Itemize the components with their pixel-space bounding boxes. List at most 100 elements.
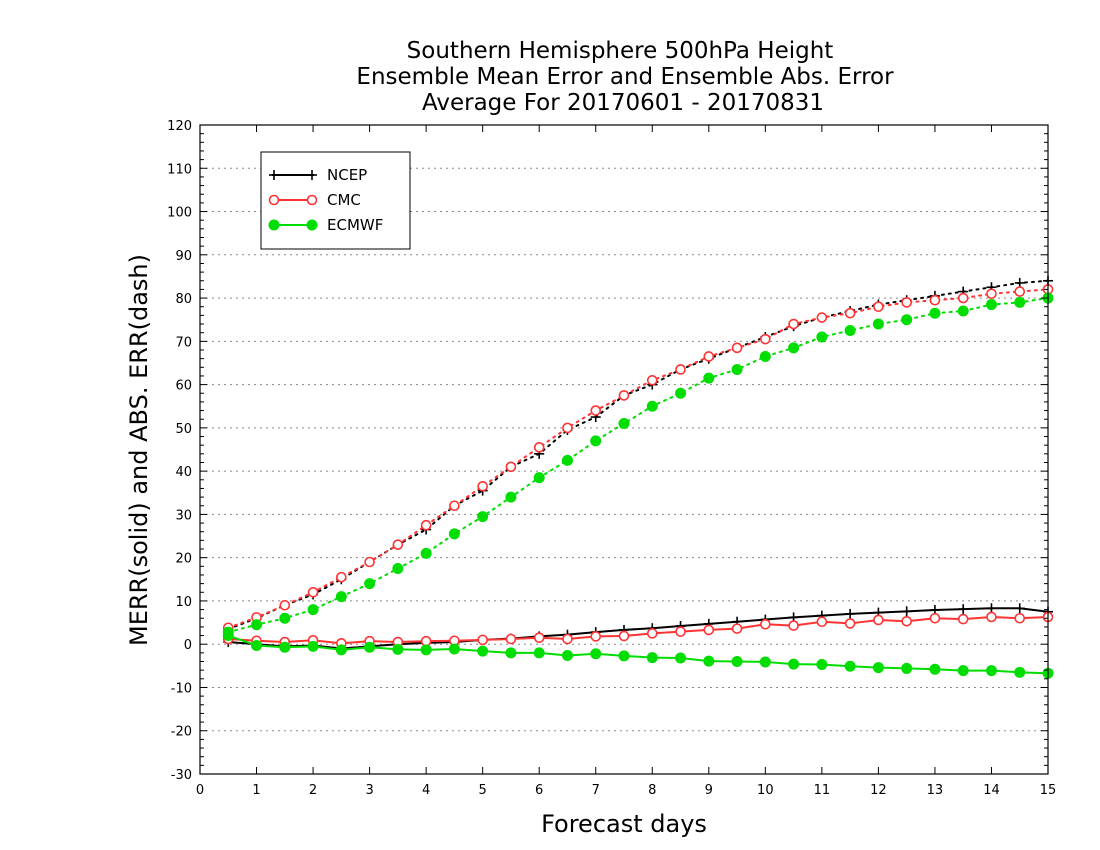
x-axis-ticks: 0 1 2 3 4 5 6 7 8 9 10 11 12 13 14 15 (196, 125, 1056, 798)
x-tick-label: 7 (592, 783, 600, 798)
cmc-merr-point (477, 634, 488, 646)
ncep-merr-point (958, 604, 969, 615)
ecmwf-merr-point (646, 652, 658, 664)
y-tick-label: -10 (171, 681, 192, 696)
x-tick-label: 8 (648, 783, 656, 798)
cmc-merr-point (986, 611, 997, 623)
cmc-abs-err-point (505, 461, 517, 473)
legend-marker-right (306, 219, 318, 231)
series-ncep (223, 275, 1053, 654)
cmc-merr-point (873, 614, 884, 626)
cmc-merr-line (228, 615, 1049, 645)
ecmwf-merr-point (816, 659, 828, 671)
cmc-abs-err-point (901, 297, 912, 308)
ecmwf-abs-err-point (448, 528, 460, 540)
ecmwf-merr-point (844, 660, 856, 672)
ecmwf-abs-err-line (227, 297, 1049, 634)
cmc-abs-err-point (703, 351, 715, 362)
cmc-merr-point (618, 630, 630, 642)
series-ecmwf (222, 292, 1054, 679)
x-tick-label: 11 (814, 783, 831, 798)
cmc-merr-point (929, 612, 941, 624)
ecmwf-abs-err-point (505, 491, 517, 503)
y-tick-label: 110 (167, 162, 192, 177)
cmc-merr-point (957, 613, 969, 625)
cmc-merr-point (731, 623, 743, 634)
cmc-abs-err-point (816, 312, 828, 323)
ncep-merr-point (901, 606, 912, 617)
ecmwf-abs-err-point (929, 307, 941, 319)
cmc-abs-err-point (533, 442, 545, 453)
ecmwf-merr-point (448, 643, 460, 655)
legend-entry-ecmwf: ECMWF (268, 216, 383, 234)
ecmwf-abs-err-point (646, 400, 658, 412)
ecmwf-abs-err-point (901, 314, 913, 326)
y-tick-label: 80 (175, 292, 192, 307)
ecmwf-abs-err-point (279, 612, 291, 624)
cmc-merr-point (420, 635, 432, 647)
ecmwf-abs-err-point (335, 591, 347, 603)
y-tick-label: 50 (175, 422, 192, 437)
cmc-abs-err-point (392, 539, 404, 550)
cmc-abs-err-point (420, 519, 432, 531)
ecmwf-merr-point (561, 649, 573, 661)
legend-marker-left (269, 170, 279, 180)
cmc-merr-point (646, 628, 658, 639)
cmc-abs-err-point (646, 374, 658, 386)
ecmwf-merr-line (227, 634, 1049, 675)
cmc-abs-err-point (760, 333, 771, 345)
cmc-abs-err-point (873, 301, 884, 313)
ncep-merr-point (845, 608, 856, 619)
legend-label: ECMWF (327, 216, 383, 234)
y-tick-label: 10 (175, 595, 192, 610)
y-tick-label: -30 (171, 768, 192, 783)
y-tick-label: 40 (175, 465, 192, 480)
cmc-merr-point (788, 620, 799, 631)
cmc-abs-err-point (929, 294, 941, 306)
cmc-abs-err-point (957, 292, 969, 304)
cmc-abs-err-point (279, 599, 291, 611)
legend-entry-cmc: CMC (268, 191, 361, 209)
x-tick-label: 3 (365, 783, 373, 798)
legend-marker-left (268, 194, 280, 206)
x-tick-label: 9 (705, 783, 713, 798)
cmc-merr-point (760, 618, 771, 630)
ecmwf-abs-err-point (364, 578, 376, 590)
ecmwf-merr-point (901, 662, 913, 674)
x-tick-label: 12 (870, 783, 887, 798)
title-line-1: Southern Hemisphere 500hPa Height (407, 38, 834, 64)
x-tick-label: 6 (535, 783, 543, 798)
ecmwf-merr-point (307, 640, 319, 652)
cmc-abs-err-point (477, 480, 488, 492)
cmc-abs-err-point (675, 364, 686, 375)
cmc-abs-err-point (336, 571, 347, 583)
ecmwf-abs-err-point (731, 363, 743, 375)
ecmwf-abs-err-point (477, 511, 489, 523)
cmc-merr-point (505, 633, 517, 645)
ecmwf-merr-point (929, 663, 941, 675)
cmc-abs-err-point (1014, 286, 1026, 297)
ecmwf-merr-point (364, 641, 376, 653)
cmc-abs-err-point (307, 586, 319, 598)
x-tick-label: 4 (422, 783, 430, 798)
title-line-2: Ensemble Mean Error and Ensemble Abs. Er… (356, 64, 894, 90)
legend-marker-left (268, 219, 280, 231)
x-tick-label: 1 (252, 783, 260, 798)
series-layer (222, 275, 1054, 679)
ecmwf-merr-point (985, 665, 997, 677)
ecmwf-merr-point (703, 655, 715, 667)
ecmwf-merr-point (279, 641, 291, 653)
ecmwf-abs-err-point (759, 350, 771, 362)
ecmwf-abs-err-point (307, 604, 319, 616)
y-tick-label: 70 (175, 335, 192, 350)
y-tick-label: 60 (175, 379, 192, 394)
ecmwf-abs-err-point (872, 318, 884, 330)
cmc-abs-err-point (618, 390, 630, 401)
cmc-abs-err-line (227, 288, 1049, 629)
cmc-merr-point (901, 615, 912, 627)
ecmwf-abs-err-point (816, 331, 828, 343)
cmc-merr-point (816, 616, 828, 628)
ecmwf-abs-err-point (392, 562, 404, 574)
ecmwf-merr-point (759, 656, 771, 668)
x-tick-label: 5 (479, 783, 487, 798)
